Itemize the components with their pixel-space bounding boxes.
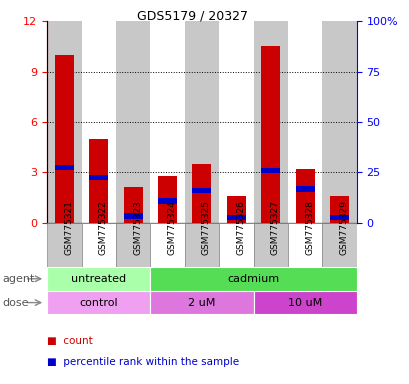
Text: GSM775327: GSM775327: [270, 200, 279, 255]
Bar: [253, 291, 356, 314]
Text: GSM775329: GSM775329: [339, 200, 348, 255]
Bar: [329, 196, 348, 223]
Text: untreated: untreated: [71, 274, 126, 284]
Bar: [287, 223, 321, 267]
Bar: [295, 187, 314, 192]
Bar: [192, 188, 211, 194]
Bar: [150, 291, 253, 314]
Bar: [261, 168, 279, 173]
Text: GSM775325: GSM775325: [201, 200, 210, 255]
Bar: [81, 21, 116, 223]
Text: ■  count: ■ count: [47, 336, 93, 346]
Bar: [150, 267, 356, 291]
Bar: [124, 214, 142, 219]
Text: GSM775328: GSM775328: [304, 200, 313, 255]
Text: GSM775322: GSM775322: [99, 201, 108, 255]
Bar: [47, 223, 81, 267]
Text: GSM775323: GSM775323: [133, 200, 142, 255]
Bar: [55, 55, 74, 223]
Text: control: control: [79, 298, 118, 308]
Bar: [47, 291, 150, 314]
Text: 10 uM: 10 uM: [287, 298, 321, 308]
Bar: [192, 164, 211, 223]
Bar: [321, 223, 356, 267]
Bar: [150, 21, 184, 223]
Bar: [89, 139, 108, 223]
Bar: [124, 187, 142, 223]
Bar: [89, 175, 108, 180]
Bar: [287, 21, 321, 223]
Bar: [226, 215, 245, 220]
Bar: [329, 215, 348, 220]
Text: cadmium: cadmium: [227, 274, 279, 284]
Bar: [47, 267, 150, 291]
Bar: [295, 169, 314, 223]
Bar: [158, 176, 177, 223]
Bar: [184, 223, 218, 267]
Text: agent: agent: [2, 274, 34, 284]
Bar: [184, 21, 218, 223]
Bar: [47, 21, 81, 223]
Text: GSM775326: GSM775326: [236, 200, 245, 255]
Bar: [226, 196, 245, 223]
Bar: [116, 223, 150, 267]
Bar: [253, 223, 287, 267]
Bar: [150, 223, 184, 267]
Bar: [218, 223, 253, 267]
Text: GSM775321: GSM775321: [64, 200, 73, 255]
Bar: [253, 21, 287, 223]
Text: GSM775324: GSM775324: [167, 201, 176, 255]
Text: ■  percentile rank within the sample: ■ percentile rank within the sample: [47, 358, 239, 367]
Bar: [55, 165, 74, 170]
Bar: [158, 198, 177, 204]
Bar: [321, 21, 356, 223]
Text: 2 uM: 2 uM: [188, 298, 215, 308]
Text: dose: dose: [2, 298, 29, 308]
Bar: [261, 46, 279, 223]
Bar: [116, 21, 150, 223]
Bar: [81, 223, 116, 267]
Bar: [218, 21, 253, 223]
Text: GDS5179 / 20327: GDS5179 / 20327: [137, 10, 247, 23]
